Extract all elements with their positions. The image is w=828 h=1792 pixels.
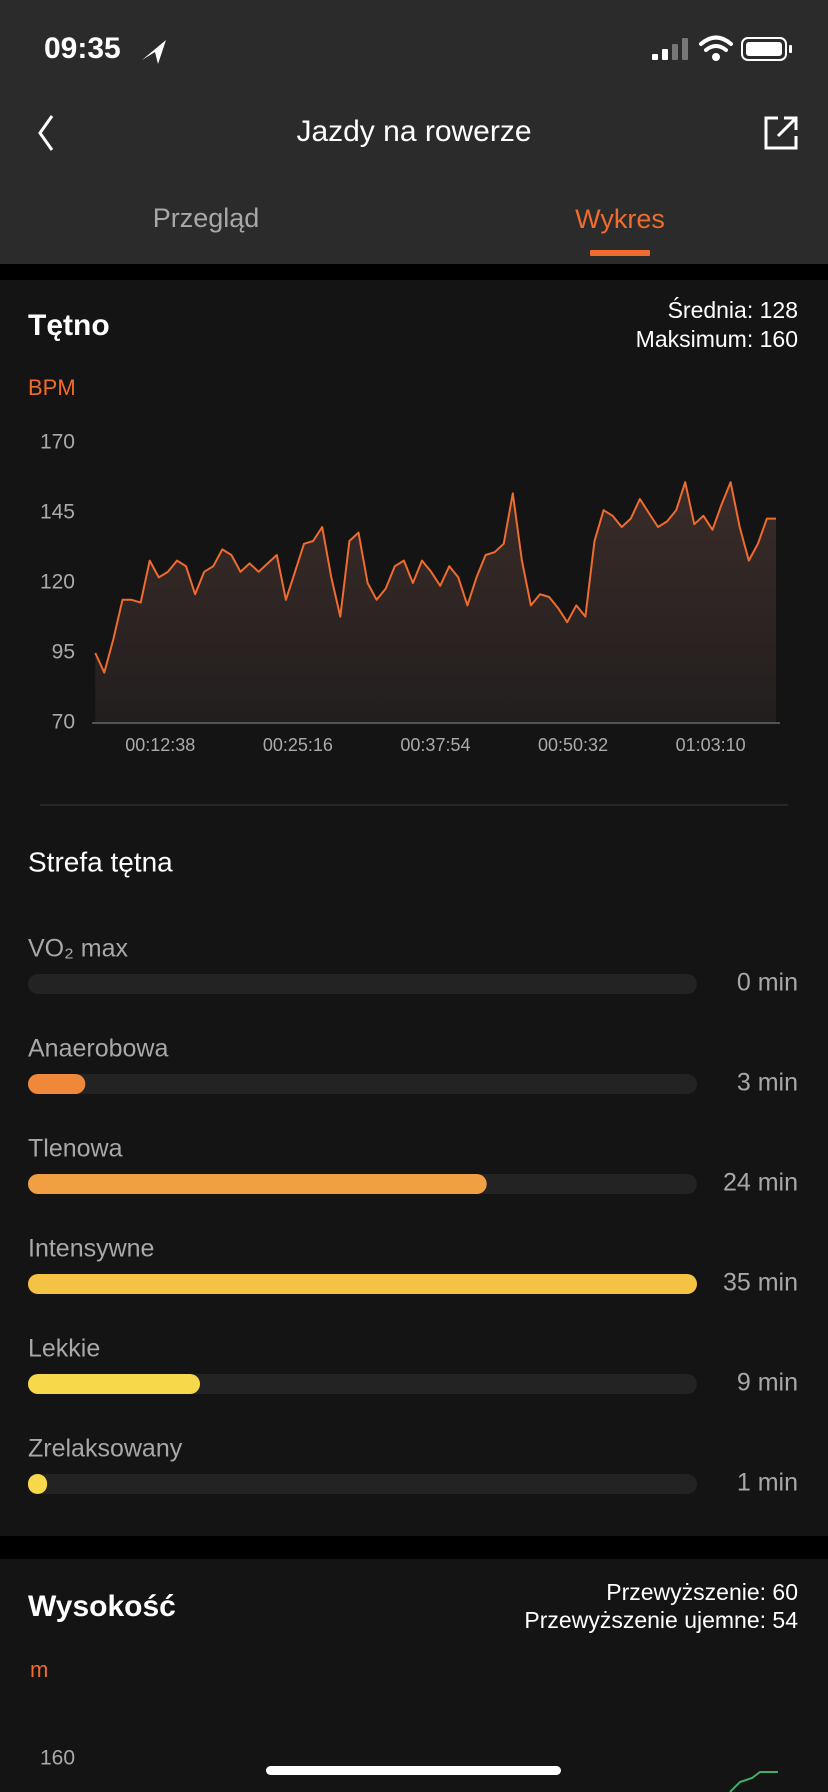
status-time: 09:35 [44,32,121,65]
wifi-icon [699,35,733,61]
y-tick-label: 120 [40,571,75,594]
zone-bar [28,1374,201,1394]
x-tick-label: 00:12:38 [125,735,195,755]
y-tick-label: 70 [52,711,75,734]
zone-track [28,1474,697,1494]
zone-bar [28,1074,86,1094]
battery-icon [741,37,792,61]
zone-value: 1 min [737,1469,798,1497]
zone-value: 9 min [737,1369,798,1397]
home-indicator [266,1766,561,1775]
tab-indicator [590,250,650,256]
stat: Przewyższenie ujemne: 54 [524,1607,798,1633]
zone-label: Intensywne [28,1235,154,1263]
zone-track [28,974,697,994]
section-title: Tętno [28,309,110,342]
y-tick-label: 95 [52,641,75,664]
header-title: Jazdy na rowerze [296,115,531,148]
top-bar-bg [0,0,828,264]
stat: Średnia: 128 [668,296,798,323]
x-tick-label: 00:25:16 [263,735,333,755]
zone-track [28,1074,697,1094]
section-title: Strefa tętna [28,846,173,877]
altitude-card-bg [0,1559,828,1792]
zone-label: Tlenowa [28,1135,123,1163]
location-icon [142,40,166,64]
stat: Przewyższenie: 60 [606,1579,798,1605]
zone-bar [28,1474,48,1494]
y-tick-label: 145 [40,501,75,524]
section-title: Wysokość [28,1590,176,1623]
back-button[interactable] [38,115,54,151]
zone-label: Zrelaksowany [28,1435,183,1463]
stat: Maksimum: 160 [636,326,798,352]
zone-label: Lekkie [28,1335,100,1363]
y-axis-unit: m [30,1657,48,1682]
zone-label: Anaerobowa [28,1035,168,1063]
zone-label: VO₂ max [28,935,129,963]
signal-icon [652,38,688,60]
zone-value: 3 min [737,1069,798,1097]
x-tick-label: 01:03:10 [676,735,746,755]
tab[interactable]: Wykres [575,204,665,234]
heart-card-bg [0,280,828,1536]
zone-value: 35 min [723,1269,798,1297]
y-axis-unit: BPM [28,375,76,400]
tab[interactable]: Przegląd [153,203,260,233]
x-tick-label: 00:50:32 [538,735,608,755]
heart-rate-chart: 70 95 120 145 170 00:12:38 00:25:16 00:37:54 00:… [40,431,780,755]
share-button[interactable] [764,116,798,150]
zone-bar [28,1274,697,1294]
y-tick-label: 160 [40,1747,75,1770]
area [95,482,777,723]
line [94,481,776,674]
altitude-line-fragment [729,1771,778,1792]
zone-bar [28,1174,487,1194]
zone-value: 0 min [737,969,798,997]
x-tick-label: 00:37:54 [400,735,470,755]
zone-value: 24 min [723,1169,798,1197]
y-tick-label: 170 [40,431,75,454]
zones: VO₂ max 0 min Anaerobowa 3 min Tlenowa 24 min… [28,935,798,1497]
